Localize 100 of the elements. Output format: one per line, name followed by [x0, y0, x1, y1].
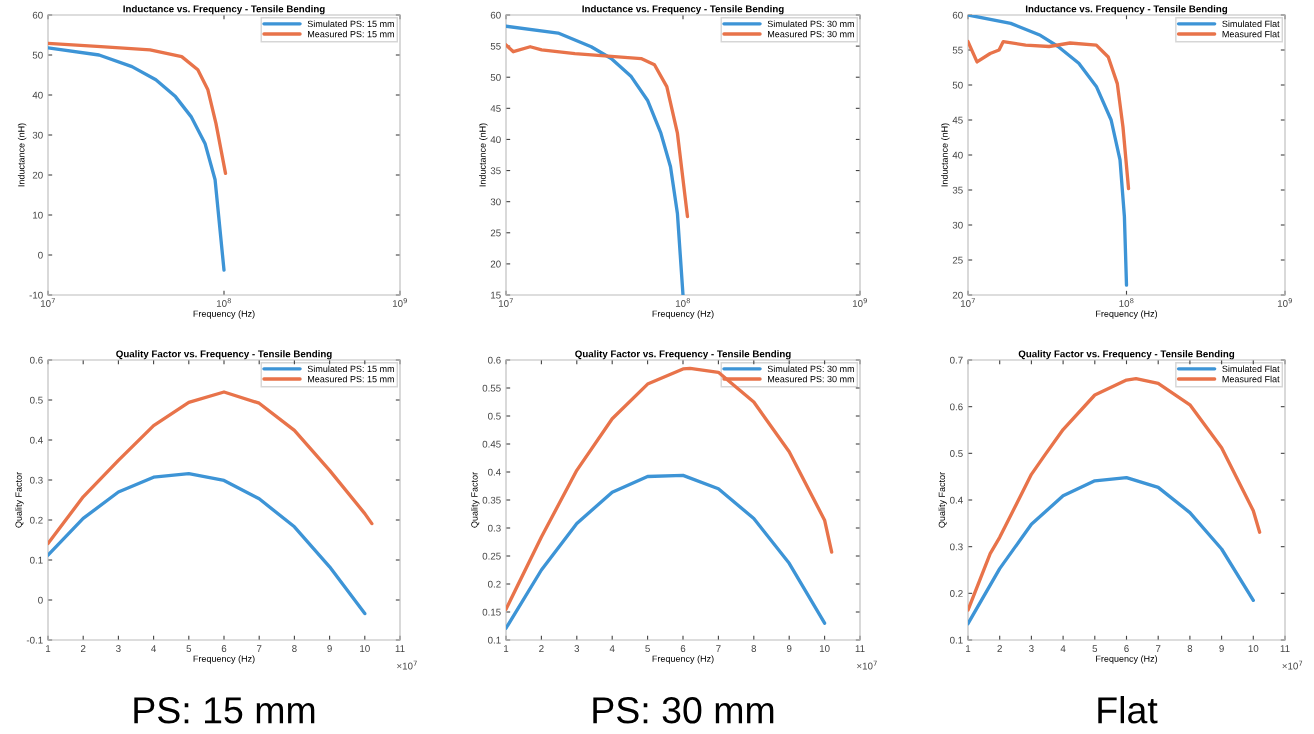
x-tick-label: 2 [539, 645, 544, 652]
legend-label: Measured PS: 15 mm [308, 375, 394, 383]
line-series [506, 473, 827, 630]
line-series [968, 475, 1255, 626]
legend-label: Measured PS: 30 mm [768, 375, 854, 383]
y-axis-title: Inductance (nH) [17, 123, 27, 187]
legend-label: Simulated Flat [1222, 365, 1280, 373]
text: ×10$^{7}$ [1282, 660, 1303, 670]
x-axis-title: Frequency (Hz) [652, 655, 714, 664]
y-axis-title: Quality Factor [15, 472, 24, 528]
y-tick-label: 40 [952, 151, 963, 159]
chart-title: Quality Factor vs. Frequency - Tensile Bending [1018, 350, 1235, 360]
x-tick-label: 5 [645, 645, 650, 652]
y-tick-label: 60 [32, 11, 43, 19]
x-tick-label: 5 [186, 645, 192, 652]
y-axis-title: Inductance (nH) [941, 123, 950, 187]
x-tick-label: 3 [1029, 645, 1034, 652]
x-tick-label: 4 [151, 645, 157, 652]
y-tick-label: 25 [490, 229, 501, 237]
x-tick-label: 11 [855, 645, 865, 652]
x-tick-label: 2 [997, 645, 1002, 652]
legend-label: Simulated Flat [1222, 20, 1280, 28]
y-axis-title: Inductance (nH) [479, 123, 488, 187]
x-axis-title: Frequency (Hz) [1096, 310, 1158, 319]
y-tick-label: 0.6 [950, 403, 963, 411]
x-tick-label: 8 [292, 645, 297, 652]
y-tick-label: 40 [490, 136, 501, 144]
y-tick-label: 0.3 [488, 524, 501, 532]
y-tick-label: 30 [952, 221, 963, 229]
y-tick-label: 0.4 [488, 468, 501, 476]
y-tick-label: 0.4 [30, 436, 43, 444]
y-tick-label: 0.4 [950, 496, 963, 504]
y-tick-label: 50 [32, 51, 43, 59]
x-tick-label: 10$^{7}$ [960, 298, 975, 307]
y-tick-label: 0.5 [488, 412, 501, 420]
y-tick-label: 30 [32, 131, 43, 139]
x-tick-label: 6 [1124, 645, 1129, 652]
y-tick-label: 0.2 [30, 516, 43, 524]
x-tick-label: 6 [680, 645, 686, 652]
y-tick-label: 50 [952, 81, 963, 89]
legend-label: Simulated PS: 30 mm [767, 20, 854, 28]
y-tick-label: 20 [490, 260, 501, 268]
x-tick-label: 11 [1280, 645, 1290, 652]
y-tick-label: 25 [952, 256, 963, 264]
y-tick-label: 0.25 [482, 552, 501, 560]
y-tick-label: 35 [490, 167, 501, 175]
x-tick-label: 4 [1060, 645, 1066, 652]
y-tick-label: 0.7 [950, 356, 963, 364]
x-tick-label: 4 [609, 645, 615, 652]
y-tick-label: 0.35 [482, 496, 501, 504]
y-tick-label: 50 [490, 73, 501, 81]
x-axis-title: Frequency (Hz) [652, 310, 714, 319]
x-tick-label: 10$^{8}$ [1119, 298, 1134, 307]
y-tick-label: 0.45 [482, 440, 501, 448]
x-tick-label: 8 [1187, 645, 1193, 652]
x-tick-label: 3 [574, 645, 580, 652]
x-tick-label: 10$^{8}$ [675, 298, 690, 307]
legend-label: Measured PS: 15 mm [308, 30, 394, 38]
x-tick-label: 10 [1248, 645, 1259, 652]
y-tick-label: 0.15 [482, 608, 501, 616]
line-series [968, 377, 1262, 612]
y-tick-label: 0.3 [30, 476, 43, 484]
chart-title: Quality Factor vs. Frequency - Tensile Bending [575, 350, 791, 360]
x-tick-label: 2 [80, 645, 86, 652]
y-tick-label: 30 [490, 198, 501, 206]
x-tick-label: 10$^{9}$ [852, 298, 867, 307]
y-tick-label: 45 [490, 105, 501, 112]
x-tick-label: 10$^{8}$ [216, 298, 231, 307]
x-tick-label: 5 [1092, 645, 1098, 652]
y-tick-label: 45 [952, 116, 963, 124]
legend-label: Simulated PS: 15 mm [307, 365, 394, 373]
chart-title: Quality Factor vs. Frequency - Tensile Bending [116, 350, 332, 360]
x-tick-label: 10$^{7}$ [498, 298, 513, 307]
text: Flat [1098, 696, 1158, 724]
y-tick-label: 0 [38, 596, 43, 604]
x-tick-label: 10$^{7}$ [40, 298, 55, 307]
chart-title: Inductance vs. Frequency - Tensile Bending [123, 5, 325, 15]
x-tick-label: 7 [1155, 645, 1161, 652]
x-tick-label: 10 [819, 645, 830, 652]
y-tick-label: 0.5 [950, 450, 963, 457]
x-tick-label: 9 [786, 645, 792, 652]
text: PS: 30 mm [593, 696, 774, 724]
y-tick-label: 15 [491, 291, 501, 299]
text: ×10$^{7}$ [857, 660, 877, 670]
y-tick-label: 10 [33, 211, 43, 219]
legend-label: Measured PS: 30 mm [768, 30, 854, 38]
x-axis-title: Frequency (Hz) [1096, 655, 1158, 664]
y-tick-label: 0.1 [30, 556, 43, 564]
y-axis-title: Quality Factor [938, 472, 947, 528]
chart-title: Inductance vs. Frequency - Tensile Bending [1025, 5, 1228, 15]
text: PS: 15 mm [134, 696, 315, 724]
x-tick-label: 9 [327, 645, 332, 652]
x-tick-label: 8 [751, 645, 757, 652]
y-tick-label: 0.55 [482, 384, 501, 392]
y-tick-label: -10 [29, 291, 43, 299]
x-tick-label: 1 [504, 645, 509, 652]
y-tick-label: 0.1 [488, 636, 501, 644]
y-tick-label: 0.3 [950, 543, 963, 551]
y-tick-label: 20 [32, 171, 43, 179]
y-tick-label: 0.6 [30, 356, 43, 364]
